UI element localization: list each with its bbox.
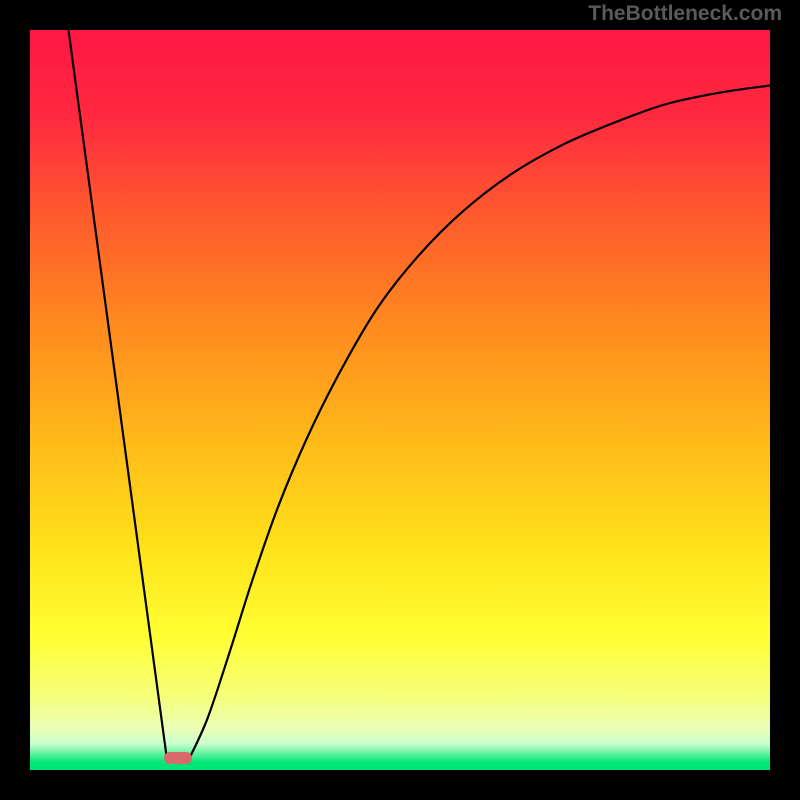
watermark-text: TheBottleneck.com [588,2,782,26]
bottleneck-chart [30,30,770,770]
bottleneck-curve [30,30,770,770]
optimal-marker [164,752,192,764]
